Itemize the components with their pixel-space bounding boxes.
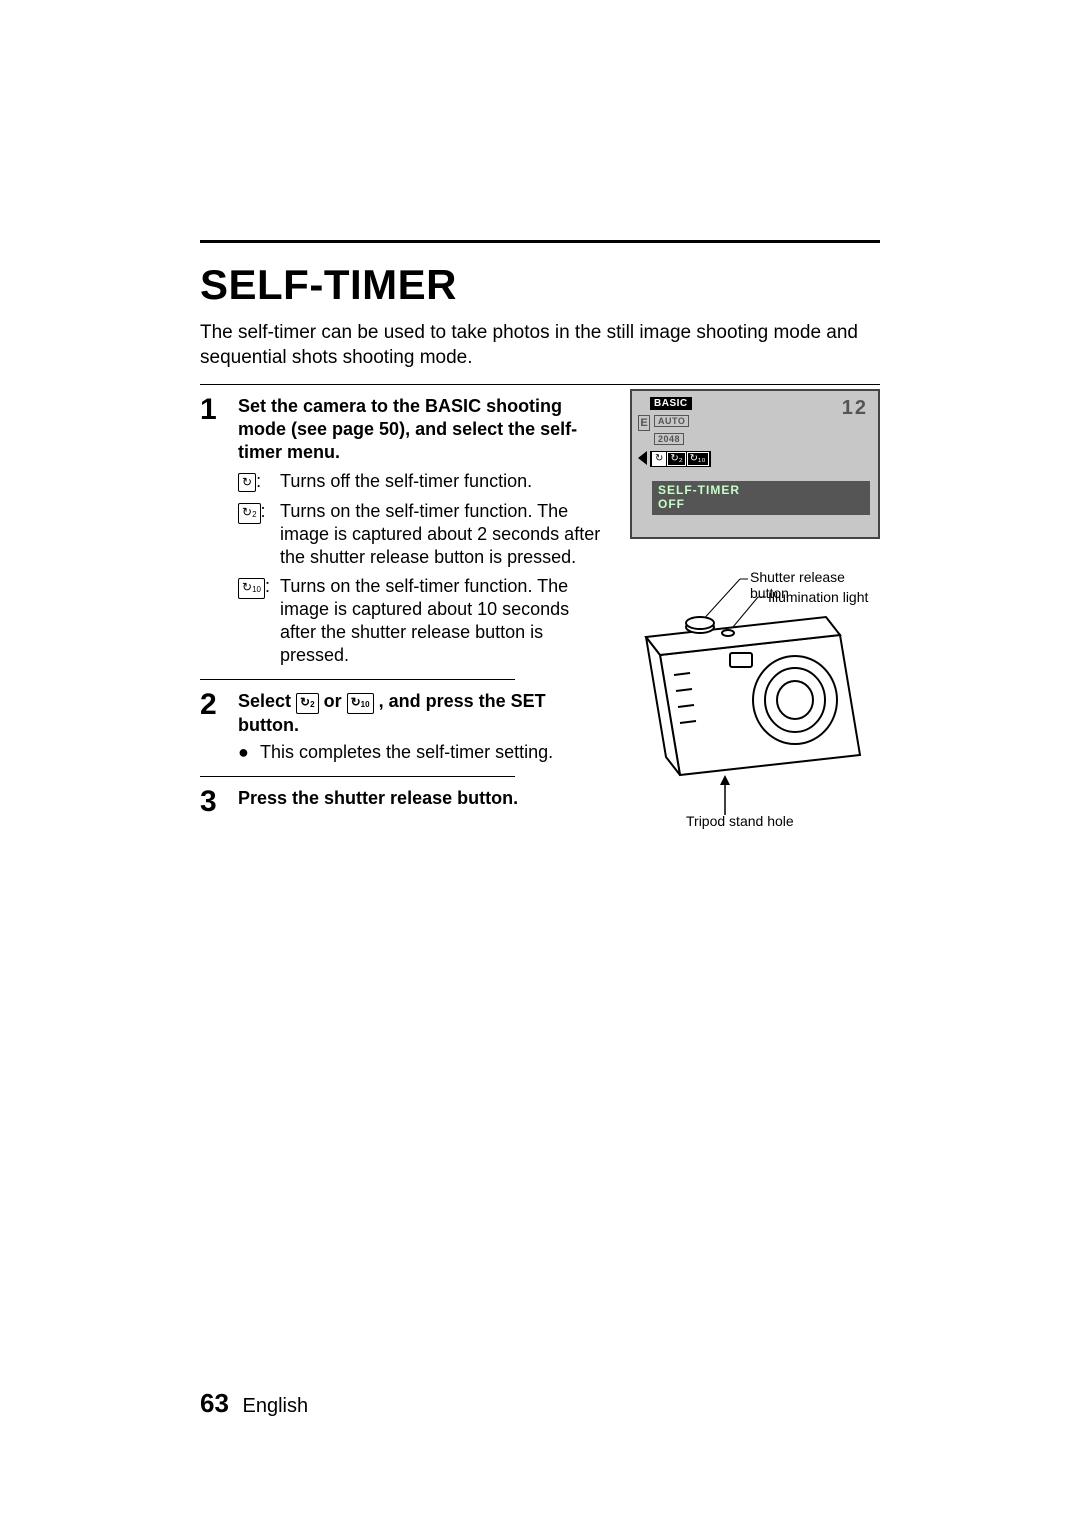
- camera-illustration: [630, 575, 880, 835]
- timer-10-desc: Turns on the self-timer function. The im…: [280, 575, 610, 667]
- step-3: 3 Press the shutter release button.: [200, 787, 610, 817]
- timer-2-icon: ↻2: [296, 693, 319, 714]
- label-tripod-hole: Tripod stand hole: [686, 813, 794, 829]
- lcd-timer-off-cell: ↻: [652, 452, 666, 466]
- lcd-status-line1: SELF-TIMER: [658, 483, 864, 497]
- lcd-selector-arrow-icon: [638, 451, 647, 465]
- step-2-pre: Select: [238, 691, 296, 711]
- lcd-status-line2: OFF: [658, 497, 864, 511]
- camera-diagram: Shutter release button Illumination ligh…: [630, 575, 880, 840]
- timer-10-icon: ↻10:: [238, 575, 272, 667]
- camera-lcd: 12 BASIC E AUTO 2048 ↻ ↻₂ ↻₁₀ SELF-TIMER…: [630, 389, 880, 539]
- label-illumination-light: Illumination light: [768, 589, 868, 605]
- step-3-head: Press the shutter release button.: [238, 787, 610, 810]
- lcd-resolution-badge: 2048: [654, 433, 684, 445]
- lcd-e-icon: E: [638, 415, 650, 431]
- step-number: 1: [200, 395, 228, 666]
- step-number: 3: [200, 787, 228, 817]
- page-language: English: [242, 1395, 308, 1417]
- lcd-basic-badge: BASIC: [650, 397, 692, 410]
- lcd-timer-10-cell: ↻₁₀: [687, 452, 709, 466]
- intro-text: The self-timer can be used to take photo…: [200, 321, 880, 370]
- page-footer: 63 English: [200, 1388, 308, 1419]
- timer-off-desc: Turns off the self-timer function.: [280, 470, 610, 493]
- timer-off-icon: ↻:: [238, 470, 272, 493]
- step-2-bullet: This completes the self-timer setting.: [260, 741, 553, 764]
- lcd-counter: 12: [842, 397, 868, 420]
- lcd-auto-badge: AUTO: [654, 415, 689, 427]
- bullet-icon: ●: [238, 741, 252, 764]
- timer-10-icon: ↻10: [347, 693, 374, 714]
- page-title: SELF-TIMER: [200, 261, 880, 309]
- page-number: 63: [200, 1388, 229, 1418]
- step-2-head: Select ↻2 or ↻10 , and press the SET but…: [238, 690, 610, 737]
- step-1-head: Set the camera to the BASIC shooting mod…: [238, 395, 610, 464]
- timer-2-icon: ↻2:: [238, 500, 272, 569]
- step-number: 2: [200, 690, 228, 764]
- step-2: 2 Select ↻2 or ↻10 , and press the SET b…: [200, 690, 610, 764]
- timer-2-desc: Turns on the self-timer function. The im…: [280, 500, 610, 569]
- step-2-mid: or: [324, 691, 347, 711]
- lcd-timer-menu: ↻ ↻₂ ↻₁₀: [650, 451, 711, 467]
- lcd-timer-2-cell: ↻₂: [667, 452, 685, 466]
- step-1: 1 Set the camera to the BASIC shooting m…: [200, 395, 610, 666]
- lcd-status-bar: SELF-TIMER OFF: [652, 481, 870, 515]
